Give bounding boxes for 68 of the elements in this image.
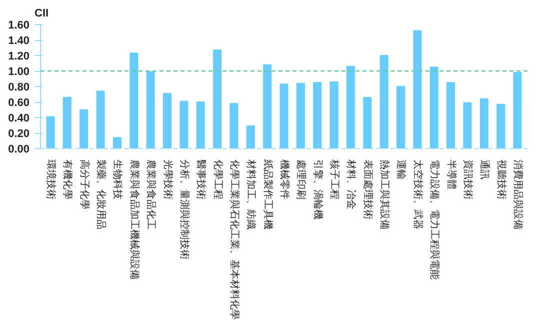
y-tick-label: 0.00 bbox=[8, 144, 30, 156]
y-tick-label: 1.00 bbox=[8, 66, 30, 78]
x-tick-label: 紙品製作工具機 bbox=[262, 160, 274, 230]
bar bbox=[480, 98, 488, 148]
bar bbox=[363, 96, 372, 148]
x-tick-label: 分析、量測與控制技術 bbox=[178, 160, 190, 260]
x-tick-label: 資訊技術 bbox=[462, 160, 474, 200]
bar bbox=[330, 81, 338, 148]
x-tick-label: 消費用品與設備 bbox=[512, 160, 524, 230]
bar bbox=[513, 72, 522, 148]
bar bbox=[80, 109, 88, 148]
bar bbox=[313, 82, 322, 148]
x-tick-label: 製藥、化妝用品 bbox=[95, 160, 108, 230]
bar bbox=[496, 104, 506, 148]
x-tick-label: 材料加工、紡織 bbox=[245, 158, 258, 230]
bar bbox=[446, 82, 456, 148]
bar bbox=[380, 55, 388, 148]
x-tick-label: 材料、冶金 bbox=[345, 158, 358, 210]
y-tick-label: 0.60 bbox=[8, 97, 30, 109]
bar bbox=[296, 82, 305, 148]
x-tick-label: 核子工程 bbox=[328, 158, 341, 200]
x-tick-label: 電力設備、電力工程與電能 bbox=[428, 160, 441, 280]
bar bbox=[396, 86, 405, 148]
bar bbox=[213, 50, 222, 148]
x-tick-label: 環境技術 bbox=[45, 160, 58, 200]
bar bbox=[180, 100, 188, 148]
x-tick-label: 引擎、渦輪機 bbox=[312, 160, 324, 220]
x-tick-label: 高分子化學 bbox=[78, 160, 90, 210]
bar bbox=[246, 126, 255, 148]
bar bbox=[430, 66, 438, 148]
x-tick-label: 表面處理技術 bbox=[362, 160, 374, 220]
x-tick-label: 運輸 bbox=[395, 160, 408, 180]
bar bbox=[163, 92, 172, 148]
x-tick-label: 處理印刷 bbox=[295, 160, 308, 200]
x-tick-label: 農業與食品化工 bbox=[145, 160, 158, 230]
x-tick-label: 生物科技 bbox=[112, 160, 124, 200]
y-tick-label: 1.40 bbox=[8, 35, 30, 47]
x-tick-label: 化學工程 bbox=[212, 160, 224, 200]
bar bbox=[112, 137, 122, 148]
bar bbox=[196, 102, 205, 148]
y-tick-label: 0.40 bbox=[8, 112, 30, 124]
x-tick-label: 機械零件 bbox=[278, 160, 290, 200]
x-tick-label: 光學技術 bbox=[162, 160, 174, 200]
y-tick-label: 0.20 bbox=[8, 128, 30, 140]
bar bbox=[96, 90, 105, 148]
y-axis-title: CII bbox=[34, 8, 49, 20]
x-tick-label: 熱加工與其設備 bbox=[378, 160, 391, 230]
bar bbox=[46, 116, 55, 148]
y-tick-label: 1.20 bbox=[8, 50, 30, 62]
bar bbox=[62, 96, 72, 148]
bar bbox=[280, 84, 288, 148]
x-tick-label: 農業與食品加工機械與設備 bbox=[128, 160, 140, 280]
bar bbox=[230, 103, 238, 148]
bar bbox=[413, 30, 422, 148]
x-tick-label: 半導體 bbox=[445, 160, 458, 190]
x-tick-label: 太空技術、武器 bbox=[412, 160, 424, 230]
x-tick-label: 視聽技術 bbox=[495, 160, 508, 200]
bar bbox=[263, 64, 272, 148]
y-tick-label: 1.60 bbox=[8, 20, 30, 32]
x-tick-label: 化學工業與石化工業、基本材料化學 bbox=[228, 160, 240, 320]
x-tick-label: 醫事技術 bbox=[195, 160, 208, 200]
y-tick-label: 0.80 bbox=[8, 82, 30, 94]
bar bbox=[346, 66, 355, 148]
bar bbox=[146, 71, 155, 148]
bar bbox=[130, 52, 138, 148]
x-tick-label: 有機化學 bbox=[62, 160, 74, 200]
bar bbox=[463, 102, 472, 148]
x-tick-label: 通訊 bbox=[478, 160, 491, 180]
